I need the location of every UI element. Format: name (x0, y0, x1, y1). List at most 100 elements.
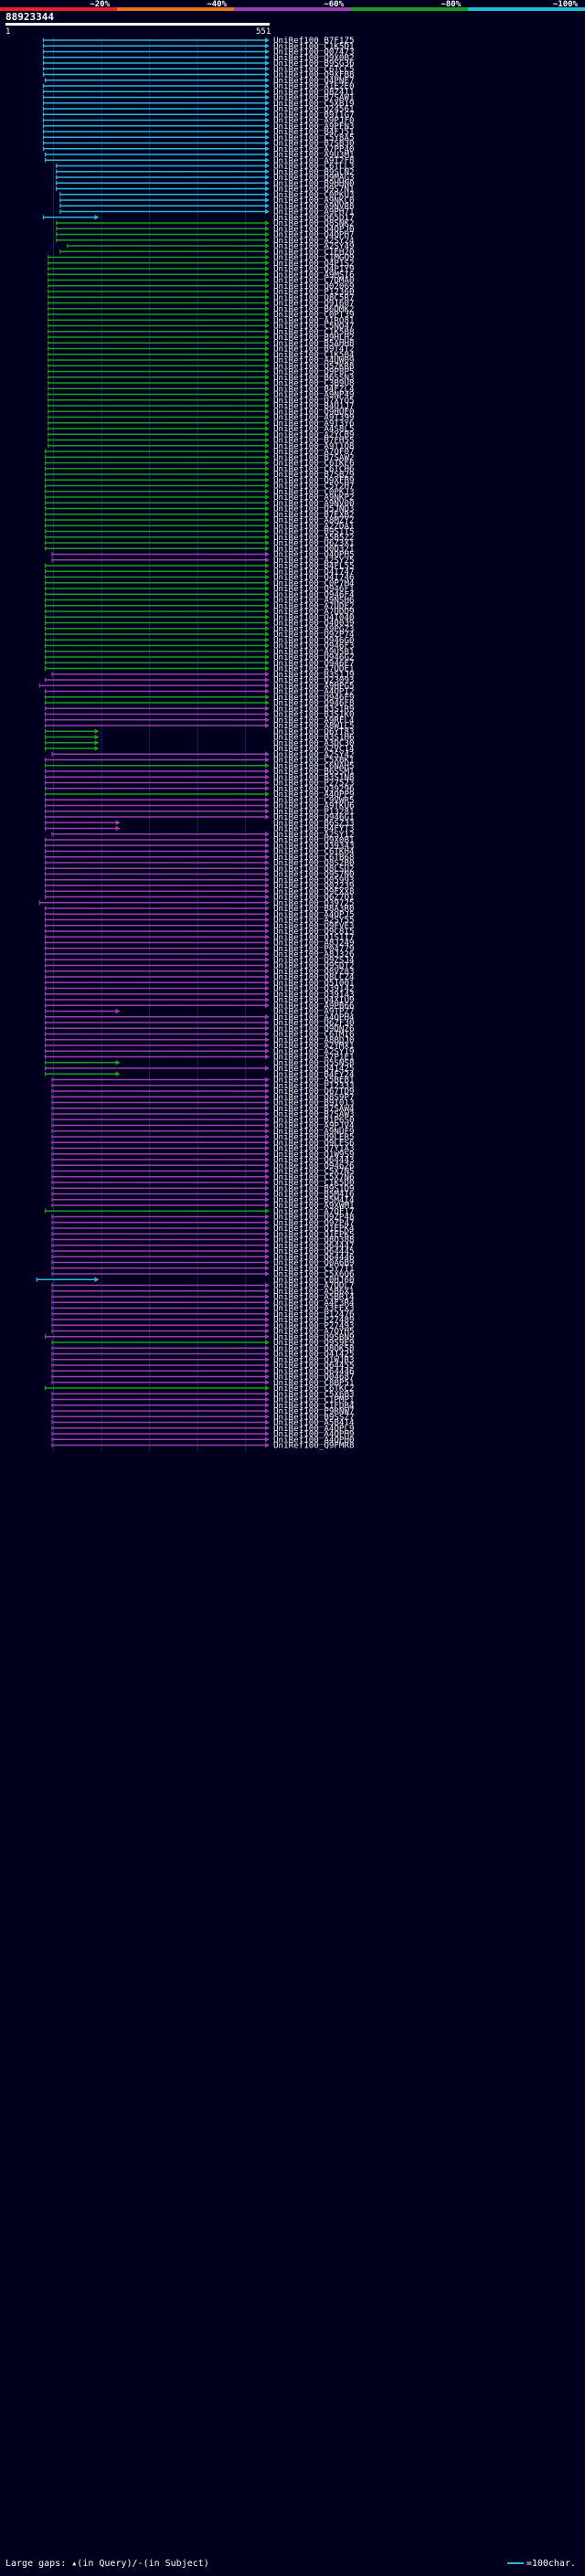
hit-row[interactable]: UniRef100_C1K5D1 (42, 41, 355, 51)
hit-label[interactable]: UniRef100_Q4P1S2 (273, 259, 355, 269)
hit-label[interactable]: UniRef100_Q7XYQ5 (273, 396, 355, 406)
hit-row[interactable]: UniRef100_Q9LER5 (51, 1132, 355, 1142)
hit-label[interactable]: UniRef100_Q9S9E9 (273, 1338, 355, 1348)
hit-label[interactable]: UniRef100_A7UDE2 (273, 601, 355, 611)
hit-label[interactable]: UniRef100_B9T4T2 (273, 345, 355, 355)
hit-label[interactable]: UniRef100_C5XBK1 (273, 756, 355, 766)
hit-row[interactable]: UniRef100_A3FEX3 (51, 1304, 355, 1314)
hit-row[interactable]: UniRef100_Q1EPK5 (51, 1229, 355, 1239)
hit-row[interactable]: UniRef100_A9PJV4 (51, 1121, 355, 1131)
hit-label[interactable]: UniRef100_A2YCB9 (273, 429, 355, 440)
hit-label[interactable]: UniRef100_A7UDE1 (273, 664, 355, 674)
hit-label[interactable]: UniRef100_A4QPI2 (273, 687, 355, 697)
hit-label[interactable]: UniRef100_Q39343 (273, 841, 355, 851)
hit-row[interactable]: UniRef100_B4FL55 (45, 561, 355, 571)
hit-label[interactable]: UniRef100_Q64443 (273, 1155, 355, 1165)
hit-label[interactable]: UniRef100_B4FYT3 (273, 824, 355, 834)
hit-row[interactable]: UniRef100_A9XWM1 (51, 1201, 355, 1211)
hit-row[interactable]: UniRef100_Q9MAG3 (56, 173, 355, 183)
hit-row[interactable]: UniRef100_Q05993 (45, 875, 355, 885)
hit-label[interactable]: UniRef100_Q9FMR8 (273, 1441, 355, 1451)
hit-row[interactable]: UniRef100_C7DMA0 (48, 276, 355, 286)
hit-label[interactable]: UniRef100_A7QF17 (273, 1206, 355, 1216)
hit-label[interactable]: UniRef100_B4FJ51 (273, 127, 355, 137)
hit-row[interactable]: UniRef100_B7SAW4 (51, 1104, 355, 1114)
hit-row[interactable]: UniRef100_Q946F9 (45, 693, 355, 703)
hit-label[interactable]: UniRef100_C6TLL3 (273, 162, 355, 172)
hit-label[interactable]: UniRef100_C5X7N5 (273, 1167, 355, 1177)
hit-row[interactable]: UniRef100_C1FDB4 (51, 1401, 355, 1411)
hit-row[interactable]: UniRef100_B5M4I4 (51, 1195, 355, 1205)
hit-row[interactable]: UniRef100_A9PFN3 (42, 122, 355, 132)
hit-label[interactable]: UniRef100_Q1WJR3 (273, 1355, 355, 1365)
hit-label[interactable]: UniRef100_A7UDD9 (273, 607, 355, 617)
hit-label[interactable]: UniRef100_Q946F1 (273, 584, 355, 594)
hit-row[interactable]: UniRef100_A7UDD9 (45, 607, 355, 617)
hit-label[interactable]: UniRef100_Q1W9S9 (273, 1150, 355, 1160)
hit-label[interactable]: UniRef100_B7SB30 (273, 139, 355, 149)
hit-label[interactable]: UniRef100_A9T399 (273, 413, 355, 423)
hit-row[interactable]: UniRef100_B4FZL4 (48, 384, 355, 394)
hit-row[interactable]: UniRef100_P27523 (45, 779, 355, 789)
hit-label[interactable]: UniRef100_A7QYH5 (273, 1327, 355, 1337)
hit-label[interactable]: UniRef100_Q946F4 (273, 589, 355, 599)
hit-label[interactable]: UniRef100_A4QPL9 (273, 1424, 355, 1434)
hit-label[interactable]: UniRef100_C0PT39 (273, 310, 355, 320)
hit-label[interactable]: UniRef100_P27493 (273, 1320, 355, 1330)
hit-row[interactable]: UniRef100_Q4QPH7 (56, 230, 355, 240)
hit-row[interactable]: UniRef100_B7F1Z5 (42, 36, 355, 46)
hit-row[interactable]: UniRef100_C3B9U8 (48, 378, 355, 388)
hit-row[interactable]: UniRef100_A5B6X1 (51, 1287, 355, 1297)
hit-label[interactable]: UniRef100_P13281 (273, 807, 355, 817)
hit-row[interactable]: UniRef100_C6NAH5 (45, 761, 355, 771)
hit-label[interactable]: UniRef100_A7PP40 (273, 144, 355, 154)
hit-row[interactable]: UniRef100_Q9P8P5 (48, 367, 355, 377)
hit-label[interactable]: UniRef100_Q4I747 (273, 567, 355, 577)
hit-row[interactable]: UniRef100_Q9ZP48 (51, 1213, 355, 1223)
hit-row[interactable]: UniRef100_Q64446 (51, 1366, 355, 1376)
hit-label[interactable]: UniRef100_B9SSZ7 (273, 1412, 355, 1422)
hit-row[interactable]: UniRef100_A9PJF0 (42, 116, 355, 126)
hit-label[interactable]: UniRef100_C5X7N6 (273, 1172, 355, 1182)
hit-row[interactable]: UniRef100_A8MZY2 (45, 515, 355, 525)
hit-row[interactable]: UniRef100_A7QYH5 (51, 1327, 355, 1337)
hit-label[interactable]: UniRef100_P27523 (273, 779, 355, 789)
hit-label[interactable]: UniRef100_A9PJV4 (273, 1121, 355, 1131)
hit-label[interactable]: UniRef100_Q9MAG3 (273, 173, 355, 183)
hit-row[interactable]: UniRef100_A4QPJ5 (45, 909, 355, 919)
hit-label[interactable]: UniRef100_A2SY49 (273, 241, 355, 251)
hit-label[interactable]: UniRef100_Q0A6B9 (273, 1258, 355, 1268)
hit-label[interactable]: UniRef100_A4QPJ5 (273, 909, 355, 919)
hit-row[interactable]: UniRef100_Q40039 (45, 619, 355, 629)
hit-label[interactable]: UniRef100_A9NV00 (273, 498, 355, 508)
hit-label[interactable]: UniRef100_Q64455 (273, 1361, 355, 1371)
hit-label[interactable]: UniRef100_C1K5B4 (273, 350, 355, 360)
hit-label[interactable]: UniRef100_Q9DNZ6 (273, 1023, 355, 1034)
hit-row[interactable]: UniRef100_A9T399 (48, 413, 355, 423)
hit-label[interactable]: UniRef100_Q8VZ83 (273, 967, 355, 977)
hit-label[interactable]: UniRef100_C6TKC2 (273, 1383, 355, 1394)
hit-row[interactable]: UniRef100_A2SY42 (51, 749, 355, 759)
hit-label[interactable]: UniRef100_C5NQ47 (273, 322, 355, 332)
hit-label[interactable]: UniRef100_Q41425 (273, 1064, 355, 1074)
hit-label[interactable]: UniRef100_Q8SNK2 (273, 218, 355, 228)
hit-label[interactable]: UniRef100_A2SY19 (273, 1046, 355, 1056)
hit-label[interactable]: UniRef100_B6SSM1 (273, 767, 355, 777)
hit-row[interactable]: UniRef100_Q64447 (51, 1241, 355, 1251)
hit-row[interactable]: UniRef100_Q946E7 (45, 658, 355, 668)
hit-label[interactable]: UniRef100_Q9XFB8 (273, 70, 355, 80)
hit-label[interactable]: UniRef100_Q41425 (273, 1350, 355, 1360)
hit-row[interactable]: UniRef100_B6SZ33 (45, 818, 355, 828)
hit-row[interactable]: UniRef100_B3S1J9 (51, 670, 355, 680)
hit-label[interactable]: UniRef100_A8BDJ0 (273, 1035, 355, 1045)
hit-row[interactable]: UniRef100_A9NV00 (45, 498, 355, 508)
hit-label[interactable]: UniRef100_C6TMI6 (273, 1030, 355, 1040)
hit-row[interactable]: UniRef100_A4QPH4 (45, 1012, 355, 1023)
hit-label[interactable]: UniRef100_Q24561 (273, 104, 355, 114)
hit-row[interactable]: UniRef100_A2SY24 (56, 236, 355, 246)
hit-row[interactable]: UniRef100_C0HJ60 (36, 1275, 355, 1285)
hit-label[interactable]: UniRef100_C0PKU3 (273, 190, 355, 200)
hit-label[interactable]: UniRef100_C0PKJ3 (273, 487, 355, 497)
hit-label[interactable]: UniRef100_B7SAW3 (273, 1109, 355, 1119)
hit-row[interactable]: UniRef100_P27489 (51, 1315, 355, 1325)
